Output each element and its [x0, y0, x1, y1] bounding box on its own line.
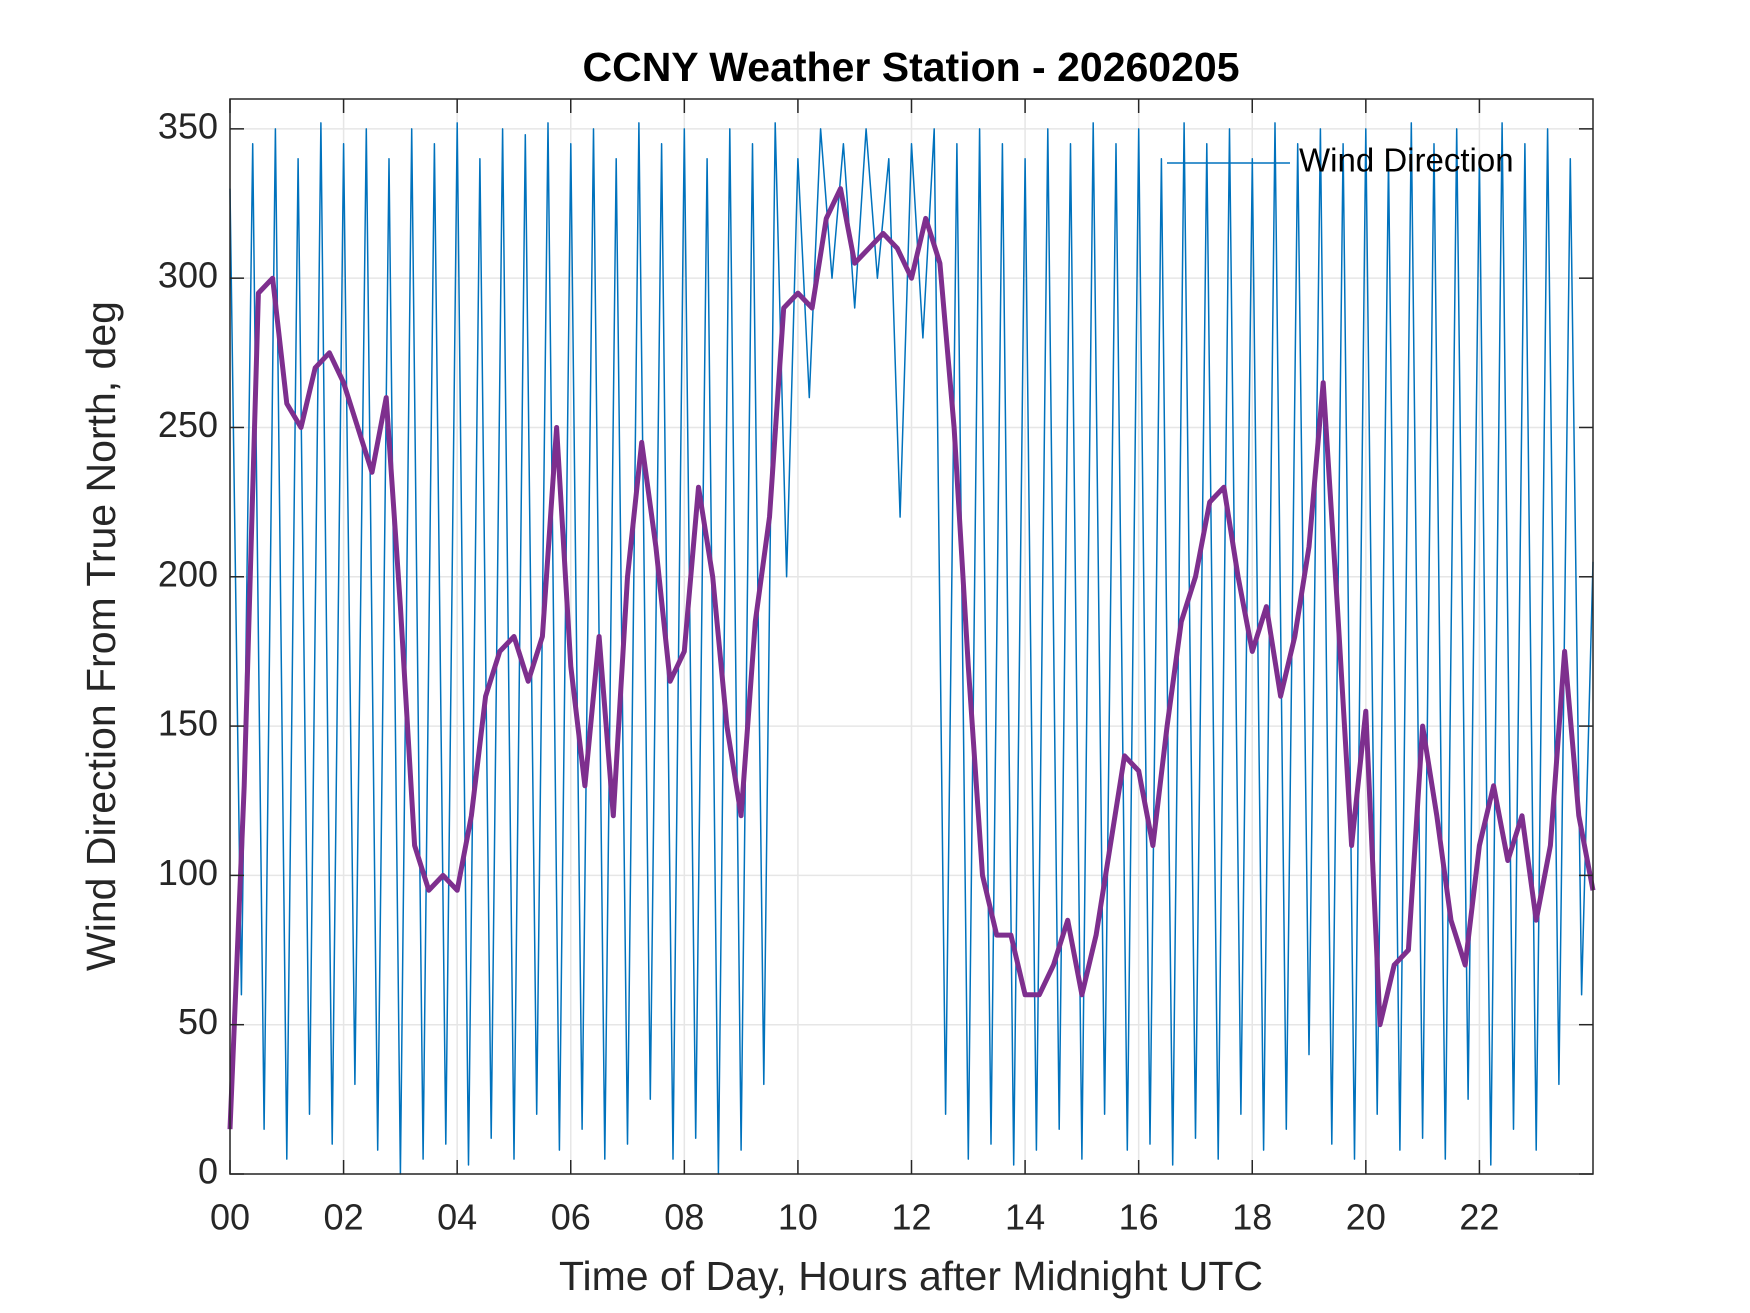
y-tick-label: 300 [158, 255, 218, 296]
y-tick-label: 50 [178, 1001, 218, 1042]
y-tick-label: 200 [158, 553, 218, 594]
x-tick-label: 06 [551, 1197, 591, 1238]
y-tick-label: 150 [158, 703, 218, 744]
y-tick-label: 250 [158, 404, 218, 445]
x-tick-label: 22 [1459, 1197, 1499, 1238]
y-tick-label: 100 [158, 852, 218, 893]
y-tick-label: 0 [198, 1151, 218, 1192]
x-tick-label: 14 [1005, 1197, 1045, 1238]
x-tick-label: 04 [437, 1197, 477, 1238]
legend-label: Wind Direction [1299, 142, 1514, 179]
x-tick-label: 02 [324, 1197, 364, 1238]
y-axis-label: Wind Direction From True North, deg [78, 301, 124, 971]
x-tick-label: 18 [1232, 1197, 1272, 1238]
x-tick-label: 10 [778, 1197, 818, 1238]
x-tick-label: 20 [1346, 1197, 1386, 1238]
x-tick-label: 00 [210, 1197, 250, 1238]
x-tick-label: 12 [891, 1197, 931, 1238]
x-tick-label: 08 [664, 1197, 704, 1238]
y-tick-label: 350 [158, 105, 218, 146]
x-tick-label: 16 [1119, 1197, 1159, 1238]
x-axis-label: Time of Day, Hours after Midnight UTC [559, 1253, 1263, 1299]
chart-title: CCNY Weather Station - 20260205 [582, 44, 1239, 90]
data-line [227, 186, 1596, 1130]
data-line [229, 122, 1594, 1175]
